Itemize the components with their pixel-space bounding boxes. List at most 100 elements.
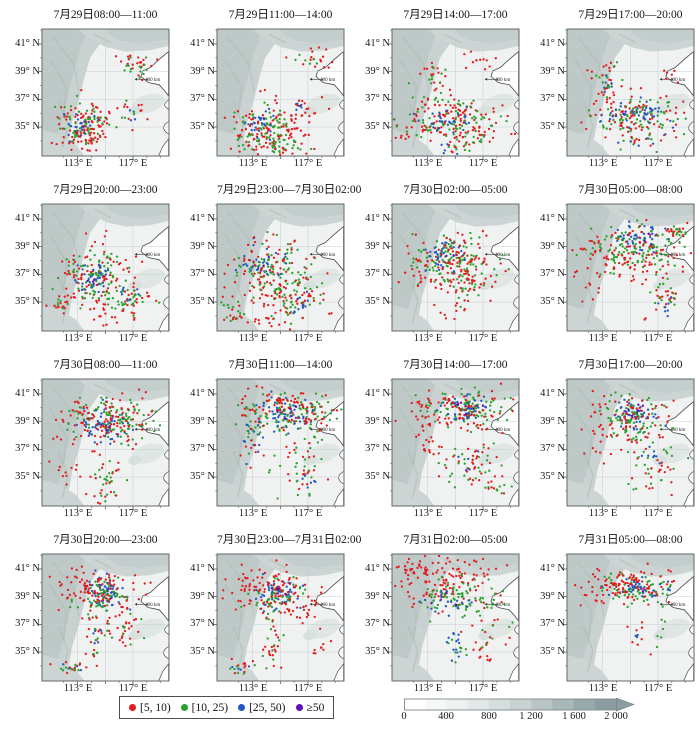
x-axis-labels: 113° E 117° E: [0, 508, 175, 524]
legend-label: ≥50: [306, 701, 325, 714]
map-svg: 100 km: [389, 553, 520, 684]
y-tick-label: 41° N: [15, 563, 40, 574]
y-tick-label: 41° N: [190, 563, 215, 574]
legend: [5, 10) [10, 25) [25, 50) ≥50: [119, 696, 335, 719]
y-tick-label: 35° N: [15, 471, 40, 482]
map-svg: 100 km: [214, 378, 345, 509]
map-body: 41° N 39° N 37° N 35° N 100 km: [175, 553, 350, 684]
x-tick-label: 117° E: [293, 508, 323, 519]
scatter-points: [394, 554, 514, 664]
scale-bar: 100 km: [484, 77, 510, 83]
y-tick-label: 41° N: [190, 388, 215, 399]
x-tick-label: 117° E: [643, 683, 673, 694]
map-grid: 7月29日08:00—11:00 41° N 39° N 37° N 35° N 100 …: [0, 0, 700, 699]
x-tick-label: 117° E: [118, 508, 148, 519]
y-tick-label: 37° N: [15, 268, 40, 279]
svg-text:100 km: 100 km: [320, 78, 335, 83]
x-tick-label: 113° E: [413, 158, 443, 169]
scatter-points: [48, 565, 152, 675]
scatter-points: [45, 229, 161, 327]
map-border: [566, 378, 695, 507]
y-tick-label: 39° N: [190, 241, 215, 252]
y-tick-label: 39° N: [540, 591, 565, 602]
legend-item: [25, 50): [238, 701, 286, 714]
scatter-points: [220, 230, 333, 331]
map-border: [391, 203, 520, 332]
x-tick-label: 117° E: [118, 333, 148, 344]
y-tick-label: 39° N: [540, 241, 565, 252]
panel-title: 7月31日02:00—05:00: [403, 534, 508, 546]
svg-text:100 km: 100 km: [320, 253, 335, 258]
x-tick-label: 113° E: [588, 508, 618, 519]
y-tick-label: 41° N: [15, 38, 40, 49]
x-axis-labels: 113° E 117° E: [0, 158, 175, 174]
map-svg: 100 km: [39, 203, 170, 334]
scatter-points: [221, 559, 333, 675]
colorbar-tick-label: 2 000: [604, 711, 628, 722]
x-tick-label: 113° E: [63, 683, 93, 694]
legend-label: [5, 10): [140, 701, 171, 714]
panel-title: 7月30日23:00—7月31日02:00: [217, 534, 362, 546]
scale-bar: 100 km: [309, 252, 335, 258]
x-tick-label: 113° E: [413, 333, 443, 344]
map-panel: 7月29日20:00—23:00 41° N 39° N 37° N 35° N 100 …: [0, 175, 175, 350]
scatter-points: [580, 61, 687, 154]
map-svg: 100 km: [564, 203, 695, 334]
y-tick-label: 37° N: [15, 93, 40, 104]
map-svg: 100 km: [39, 553, 170, 684]
map-panel: 7月29日14:00—17:00 41° N 39° N 37° N 35° N 100 …: [350, 0, 525, 175]
map-body: 41° N 39° N 37° N 35° N 100 km: [175, 203, 350, 334]
x-tick-label: 113° E: [63, 508, 93, 519]
map-border: [566, 203, 695, 332]
scatter-points: [580, 389, 690, 497]
x-tick-label: 117° E: [468, 158, 498, 169]
map-border: [41, 378, 170, 507]
map-border: [216, 203, 345, 332]
y-tick-label: 39° N: [365, 66, 390, 77]
panel-title: 7月30日20:00—23:00: [53, 534, 158, 546]
x-tick-label: 117° E: [293, 333, 323, 344]
y-tick-label: 37° N: [15, 618, 40, 629]
svg-text:100 km: 100 km: [495, 428, 510, 433]
terrain-and-coastline: [392, 204, 519, 331]
y-tick-label: 37° N: [365, 443, 390, 454]
y-tick-label: 39° N: [15, 66, 40, 77]
x-axis-labels: 113° E 117° E: [0, 683, 175, 699]
svg-text:100 km: 100 km: [670, 428, 685, 433]
y-tick-label: 35° N: [365, 646, 390, 657]
map-panel: 7月30日14:00—17:00 41° N 39° N 37° N 35° N 100 …: [350, 350, 525, 525]
scale-bar: 100 km: [659, 77, 685, 83]
legend-dot-icon: [180, 704, 188, 711]
legend-label: [10, 25): [191, 701, 229, 714]
map-svg: 100 km: [214, 28, 345, 159]
terrain-and-coastline: [392, 29, 519, 156]
legend-label: [25, 50): [249, 701, 286, 714]
panel-title: 7月29日17:00—20:00: [578, 9, 683, 21]
map-body: 41° N 39° N 37° N 35° N 100 km: [525, 28, 700, 159]
x-tick-label: 117° E: [118, 683, 148, 694]
y-tick-label: 39° N: [190, 591, 215, 602]
y-tick-label: 39° N: [15, 416, 40, 427]
scatter-points: [397, 229, 510, 321]
svg-text:100 km: 100 km: [145, 78, 160, 83]
y-tick-label: 39° N: [15, 241, 40, 252]
map-body: 41° N 39° N 37° N 35° N 100 km: [175, 28, 350, 159]
y-tick-label: 37° N: [190, 93, 215, 104]
terrain-and-coastline: [217, 554, 344, 681]
terrain-and-coastline: [42, 379, 169, 506]
colorbar-tick-label: 1 600: [562, 711, 586, 722]
x-axis-labels: 113° E 117° E: [525, 158, 700, 174]
x-tick-label: 113° E: [588, 333, 618, 344]
y-tick-label: 35° N: [365, 121, 390, 132]
y-tick-label: 35° N: [540, 471, 565, 482]
x-axis-labels: 113° E 117° E: [525, 683, 700, 699]
y-tick-label: 39° N: [365, 591, 390, 602]
y-tick-label: 35° N: [190, 121, 215, 132]
map-body: 41° N 39° N 37° N 35° N 100 km: [525, 203, 700, 334]
y-tick-label: 41° N: [540, 213, 565, 224]
panel-title: 7月29日14:00—17:00: [403, 9, 508, 21]
map-body: 41° N 39° N 37° N 35° N 100 km: [0, 553, 175, 684]
map-panel: 7月30日02:00—05:00 41° N 39° N 37° N 35° N 100 …: [350, 175, 525, 350]
y-tick-label: 35° N: [190, 296, 215, 307]
map-body: 41° N 39° N 37° N 35° N 100 km: [0, 203, 175, 334]
